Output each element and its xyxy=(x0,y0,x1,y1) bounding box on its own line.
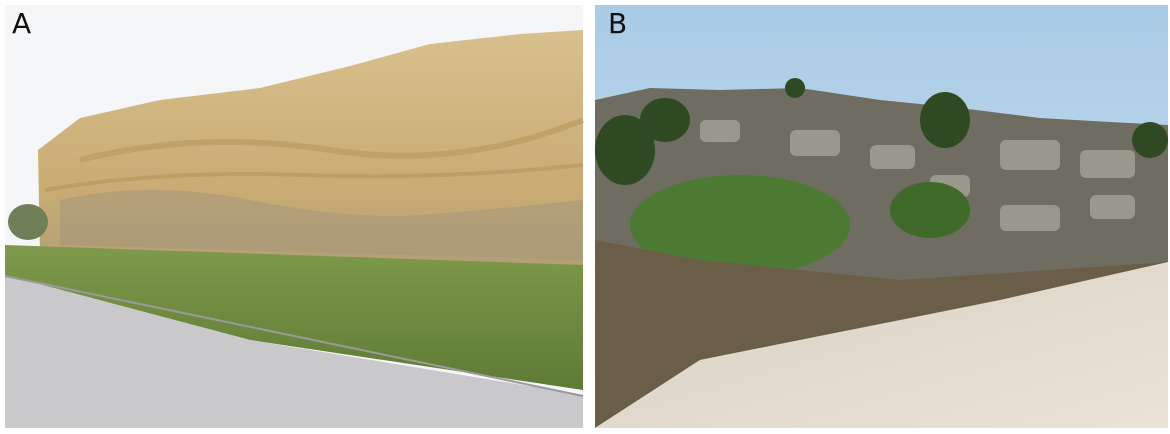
photo-b xyxy=(595,5,1168,428)
figure: A B xyxy=(0,0,1170,430)
panel-label: A xyxy=(12,7,31,40)
panel-label: B xyxy=(608,7,627,40)
photo-a xyxy=(5,5,583,428)
page: A B (() => { const data = JSON.parse(doc… xyxy=(0,0,1170,430)
